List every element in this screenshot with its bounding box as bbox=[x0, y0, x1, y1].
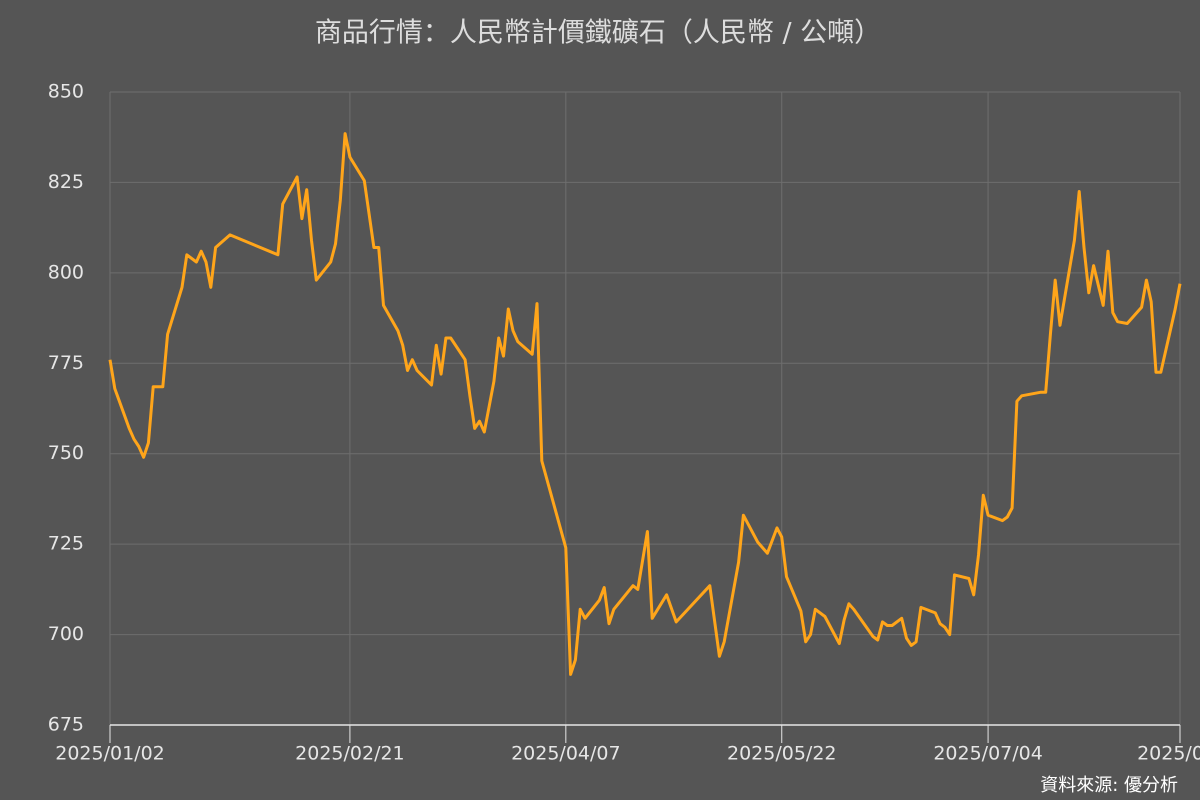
source-note: 資料來源: 優分析 bbox=[1040, 775, 1178, 796]
x-tick-label: 2025/05/22 bbox=[727, 743, 837, 765]
y-tick-label: 675 bbox=[48, 714, 84, 736]
x-tick-label: 2025/07/04 bbox=[933, 743, 1043, 765]
x-tick-label: 2025/02/21 bbox=[295, 743, 405, 765]
x-tick-label: 2025/0… bbox=[1137, 743, 1200, 765]
y-tick-label: 800 bbox=[48, 261, 84, 283]
y-tick-label: 725 bbox=[48, 533, 84, 555]
y-tick-label: 825 bbox=[48, 171, 84, 193]
price-line bbox=[108, 132, 1182, 676]
y-tick-label: 850 bbox=[48, 81, 84, 103]
x-tick-label: 2025/01/02 bbox=[55, 743, 165, 765]
y-tick-label: 750 bbox=[48, 442, 84, 464]
y-tick-label: 700 bbox=[48, 623, 84, 645]
chart-title: 商品行情：人民幣計價鐵礦石（人民幣 / 公噸） bbox=[315, 18, 881, 49]
y-tick-label: 775 bbox=[48, 352, 84, 374]
x-tick-label: 2025/04/07 bbox=[511, 743, 621, 765]
